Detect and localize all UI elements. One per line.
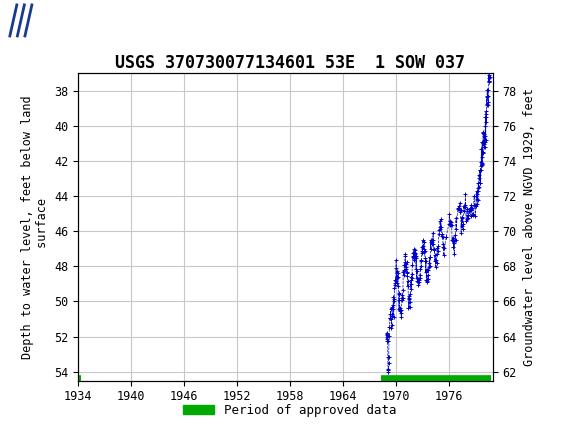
- Y-axis label: Groundwater level above NGVD 1929, feet: Groundwater level above NGVD 1929, feet: [523, 88, 535, 366]
- Text: USGS: USGS: [55, 11, 106, 29]
- Legend: Period of approved data: Period of approved data: [178, 399, 402, 421]
- Y-axis label: Depth to water level, feet below land
 surface: Depth to water level, feet below land su…: [21, 95, 49, 359]
- FancyBboxPatch shape: [6, 5, 38, 36]
- Text: USGS 370730077134601 53E  1 SOW 037: USGS 370730077134601 53E 1 SOW 037: [115, 54, 465, 72]
